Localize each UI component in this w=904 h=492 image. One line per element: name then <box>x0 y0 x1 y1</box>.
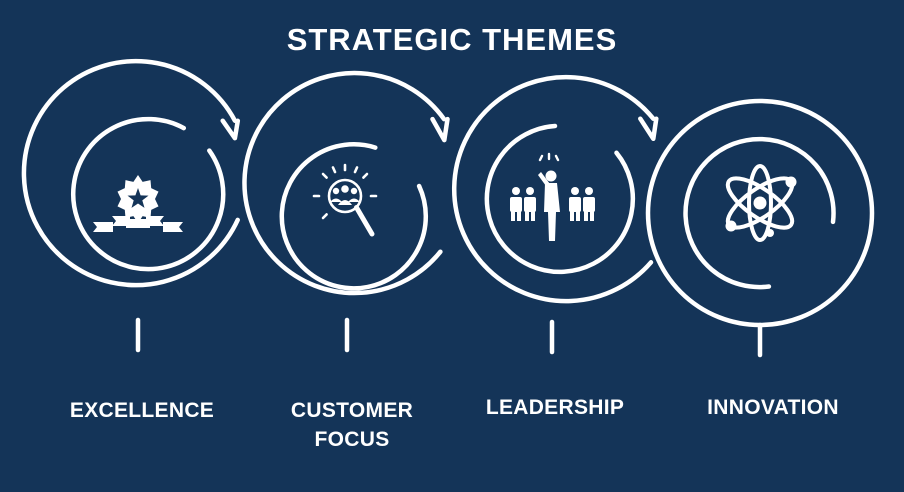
inner-ring <box>683 136 836 290</box>
arrow-head <box>220 118 241 141</box>
theme-leadership <box>451 74 659 355</box>
follower-right-1 <box>569 187 581 221</box>
outer-ring <box>451 74 656 304</box>
outer-ring <box>242 70 447 296</box>
award-badge-icon <box>93 175 183 232</box>
inner-ring <box>484 123 636 275</box>
follower-left-1 <box>510 187 522 221</box>
page-title: STRATEGIC THEMES <box>286 22 618 57</box>
follower-right-2 <box>583 187 595 221</box>
magnifier-people-icon <box>312 163 378 237</box>
outer-ring <box>21 58 240 288</box>
arrow-head <box>638 116 659 142</box>
inner-ring <box>279 142 428 291</box>
follower-left-2 <box>524 187 536 221</box>
theme-label-innovation: INNOVATION <box>707 396 839 419</box>
theme-customer-focus <box>242 70 450 353</box>
arrow-head <box>430 116 450 143</box>
theme-innovation <box>645 98 875 358</box>
theme-label-customer-focus: CUSTOMER FOCUS <box>290 399 414 451</box>
theme-excellence <box>21 58 241 353</box>
theme-label-leadership: LEADERSHIP <box>485 396 625 419</box>
leader-people-icon <box>510 152 595 241</box>
outer-ring <box>645 98 875 328</box>
theme-label-excellence: EXCELLENCE <box>69 399 215 422</box>
inner-ring <box>71 116 226 272</box>
atom-icon <box>725 164 797 242</box>
